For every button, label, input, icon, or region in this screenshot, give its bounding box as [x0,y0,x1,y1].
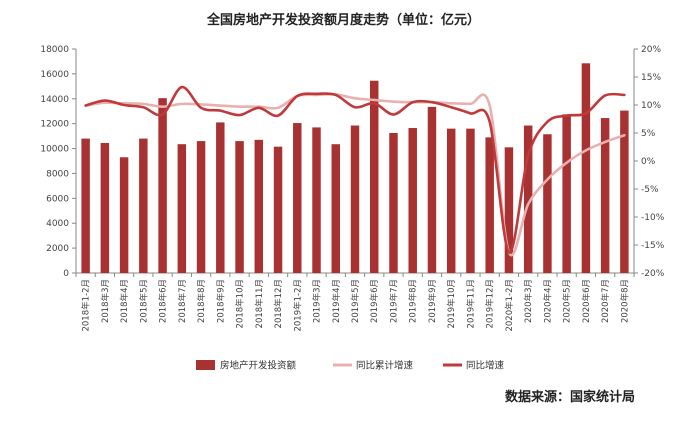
bar [293,123,302,274]
bar [485,137,494,273]
x-tick-label: 2018年7月 [177,279,188,323]
x-tick-label: 2020年8月 [619,279,630,323]
x-tick-label: 2018年1-2月 [81,279,92,332]
y-left-tick-label: 4000 [46,219,69,229]
y-left-tick-label: 8000 [46,169,69,179]
bar [100,142,110,273]
y-left-tick-label: 16000 [40,70,69,80]
data-source: 数据来源：国家统计局 [504,390,635,405]
bar [216,122,225,273]
bar [620,110,629,273]
bar [158,98,167,274]
bar [254,139,264,273]
x-tick-label: 2019年8月 [408,279,419,323]
bar [177,144,187,273]
x-tick-label: 2019年6月 [369,279,380,323]
y-right-tick-label: -10% [641,213,665,223]
x-tick-label: 2018年5月 [138,279,149,323]
bar [370,80,379,273]
bar [312,127,321,274]
bar [139,138,148,273]
x-tick-label: 2020年1-2月 [504,279,515,332]
x-tick-label: 2018年4月 [119,279,130,323]
bar [562,114,571,273]
x-tick-label: 2020年3月 [523,279,534,323]
chart-title: 全国房地产开发投资额月度走势（单位：亿元） [206,13,480,28]
bar [81,138,90,273]
x-tick-label: 2020年4月 [542,279,553,323]
x-tick-label: 2020年5月 [562,279,573,323]
bar [504,147,514,273]
x-tick-label: 2018年6月 [158,279,169,323]
y-left-tick-label: 18000 [40,45,69,55]
bar [196,141,206,273]
x-tick-label: 2019年11月 [465,279,476,328]
x-tick-label: 2020年6月 [581,279,592,323]
y-left-tick-label: 12000 [40,120,69,130]
bar [331,144,340,273]
y-right-tick-label: -20% [641,269,665,279]
x-tick-label: 2019年10月 [446,279,457,328]
y-left-tick-label: 2000 [46,244,69,254]
legend-label: 房地产开发投资额 [220,360,297,372]
y-right-tick-label: -15% [641,241,665,251]
x-tick-label: 2018年11月 [254,279,265,328]
bar [466,128,475,273]
y-left-tick-label: 14000 [40,95,69,105]
y-right-tick-label: 0% [641,157,656,167]
x-tick-label: 2018年12月 [273,279,284,328]
bar [235,141,244,273]
x-tick-label: 2019年12月 [485,279,496,328]
bar [446,128,456,273]
bar [273,146,283,273]
x-tick-label: 2019年5月 [350,279,361,323]
y-left-tick-label: 6000 [46,194,69,204]
x-tick-label: 2019年7月 [388,279,399,323]
y-left-tick-label: 0 [63,269,69,279]
legend-label: 同比增速 [466,360,505,372]
x-tick-label: 2019年9月 [427,279,438,323]
line-cumulative-growth [84,92,626,257]
legend-swatch-bar [196,360,215,370]
x-tick-label: 2018年8月 [196,279,207,323]
y-right-tick-label: 15% [641,73,661,83]
bar [389,133,398,273]
line-growth [84,85,626,254]
x-tick-label: 2019年4月 [331,279,342,323]
bar [119,157,129,273]
bar [600,118,610,273]
x-tick-label: 2018年10月 [235,279,246,328]
bar [350,125,360,274]
legend-label: 同比累计增速 [356,360,414,372]
x-tick-label: 2020年7月 [600,279,611,323]
x-tick-label: 2019年3月 [312,279,323,323]
x-tick-label: 2018年9月 [215,279,226,323]
y-right-tick-label: 20% [641,45,661,55]
y-right-tick-label: -5% [641,185,659,195]
y-right-tick-label: 10% [641,101,661,111]
x-tick-label: 2019年1-2月 [292,279,303,332]
bar [581,63,591,273]
x-tick-label: 2018年3月 [100,279,111,323]
bar [543,134,552,273]
bar [408,128,417,273]
bar [427,106,437,273]
y-right-tick-label: 5% [641,129,656,139]
bar [523,125,533,274]
y-left-tick-label: 10000 [40,145,69,155]
